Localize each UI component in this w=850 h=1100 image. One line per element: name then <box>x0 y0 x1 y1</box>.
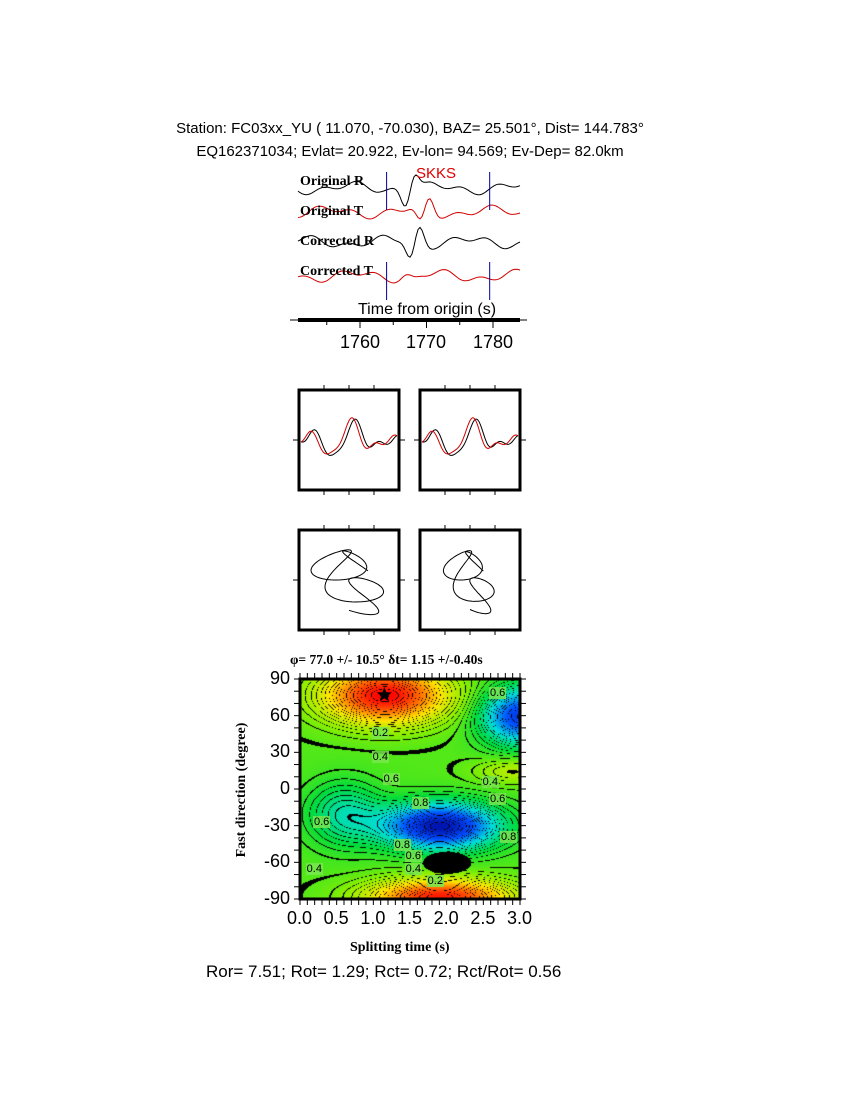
y-tick-label: -60 <box>263 851 290 872</box>
time-tick: 1780 <box>473 332 514 352</box>
trace-label-original-r: Original R <box>300 174 365 189</box>
contour-label: 0.2 <box>371 727 389 739</box>
x-tick-label: 2.0 <box>433 908 459 928</box>
trace-line <box>297 174 521 207</box>
overlay-trace <box>421 418 519 456</box>
trace-label-corrected-t: Corrected T <box>300 264 373 279</box>
energy-ratios: Ror= 7.51; Rot= 1.29; Rct= 0.72; Rct/Rot… <box>206 962 562 981</box>
trace-label-corrected-r: Corrected R <box>300 234 374 249</box>
y-tick-label: 60 <box>269 704 290 725</box>
y-tick-label: 30 <box>269 741 290 762</box>
particle-motion-path <box>310 549 385 616</box>
overlay-trace <box>421 417 519 455</box>
y-tick-label: 0 <box>279 778 290 798</box>
contour-label: 0.4 <box>371 751 389 764</box>
x-tick-label: 0.0 <box>287 908 313 928</box>
contour-label: 0.6 <box>313 816 331 829</box>
station-info: Station: FC03xx_YU ( 11.070, -70.030), B… <box>176 120 644 137</box>
time-tick: 1770 <box>406 332 447 352</box>
contour-label: 0.8 <box>412 796 430 809</box>
y-tick-label: 90 <box>269 668 290 688</box>
contour-label: 0.6 <box>404 850 422 863</box>
trace-label-original-t: Original T <box>300 204 364 219</box>
y-tick-label: -30 <box>263 814 290 835</box>
contour-label: 0.6 <box>382 773 400 786</box>
best-fit-star-icon <box>376 686 392 702</box>
contour-label: 0.4 <box>305 862 323 875</box>
phase-label: SKKS <box>416 165 457 182</box>
event-info: EQ162371034; Evlat= 20.922, Ev-lon= 94.5… <box>196 143 624 160</box>
trace-line <box>297 268 521 284</box>
overlay-trace <box>300 417 398 455</box>
contour-label: 0.4 <box>404 862 422 875</box>
contour-label: 0.6 <box>489 793 507 805</box>
overlay-trace <box>300 418 398 456</box>
trace-line <box>297 198 521 220</box>
y-tick-label: -90 <box>263 888 290 908</box>
contour-label: 0.4 <box>481 775 499 788</box>
contour-label: 0.8 <box>500 830 518 843</box>
x-tick-label: 0.5 <box>323 908 349 928</box>
x-tick-label: 1.0 <box>360 908 386 928</box>
particle-motion-path <box>442 550 495 615</box>
x-tick-label: 1.5 <box>397 908 423 928</box>
x-tick-label: 3.0 <box>507 908 533 928</box>
trace-line <box>297 226 521 258</box>
x-axis-label: Splitting time (s) <box>350 940 450 955</box>
time-tick: 1760 <box>340 332 381 352</box>
time-axis-label: Time from origin (s) <box>358 301 497 318</box>
contour-label: 0.8 <box>393 839 411 852</box>
y-axis-label: Fast direction (degree) <box>234 722 249 858</box>
contour-label: 0.2 <box>426 874 444 887</box>
contour-label: 0.6 <box>489 686 507 699</box>
splitting-result-title: φ= 77.0 +/- 10.5° δt= 1.15 +/-0.40s <box>290 652 483 667</box>
x-tick-label: 2.5 <box>470 908 496 928</box>
